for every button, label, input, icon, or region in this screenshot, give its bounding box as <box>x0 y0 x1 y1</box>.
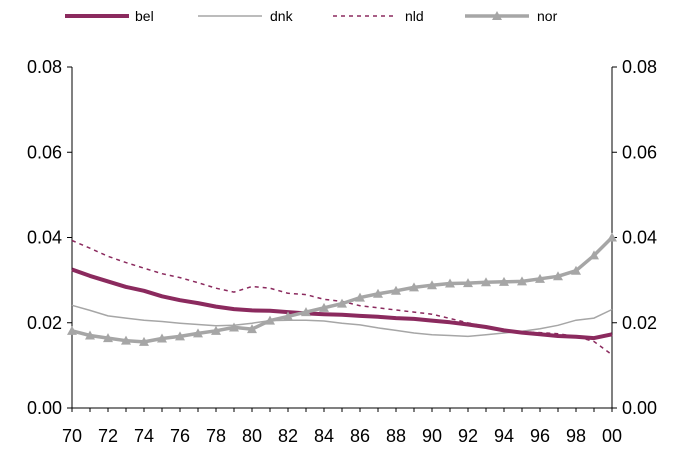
data-point-nor <box>121 335 131 345</box>
x-tick-label: 94 <box>494 426 514 446</box>
chart-axes <box>67 66 617 412</box>
legend-item-dnk: dnk <box>198 8 294 24</box>
chart-legend: bel dnk nld nor <box>65 8 558 24</box>
legend-label-nor: nor <box>537 8 558 24</box>
data-point-nor <box>139 336 149 346</box>
data-point-nor <box>67 325 77 335</box>
x-tick-label: 92 <box>458 426 478 446</box>
x-tick-label: 76 <box>170 426 190 446</box>
y-tick-label-right: 0.00 <box>622 398 657 418</box>
data-point-nor <box>445 278 455 288</box>
y-tick-label-right: 0.08 <box>622 57 657 77</box>
data-point-nor <box>211 325 221 335</box>
x-tick-label: 82 <box>278 426 298 446</box>
legend-label-bel: bel <box>135 8 154 24</box>
series-line-nor <box>71 236 614 344</box>
legend-label-nld: nld <box>405 8 424 24</box>
x-tick-label: 90 <box>422 426 442 446</box>
data-point-nor <box>409 282 419 292</box>
legend-item-bel: bel <box>65 8 154 24</box>
data-point-nor <box>247 324 257 334</box>
y-tick-label-left: 0.00 <box>27 398 62 418</box>
series-line-bel <box>71 267 613 341</box>
x-tick-label: 72 <box>98 426 118 446</box>
data-point-nor <box>589 250 599 260</box>
data-point-nor <box>337 298 347 308</box>
x-tick-label: 86 <box>350 426 370 446</box>
data-point-nor <box>607 232 617 242</box>
data-point-nor <box>229 322 239 332</box>
data-point-nor <box>157 333 167 343</box>
y-tick-label-left: 0.08 <box>27 57 62 77</box>
data-point-nor <box>283 311 293 321</box>
data-point-nor <box>319 302 329 312</box>
data-point-nor <box>481 277 491 287</box>
data-point-nor <box>427 280 437 290</box>
data-point-nor <box>373 288 383 298</box>
data-point-nor <box>175 331 185 341</box>
data-point-nor <box>301 307 311 317</box>
y-tick-label-left: 0.04 <box>27 228 62 248</box>
x-tick-label: 84 <box>314 426 334 446</box>
legend-item-nld: nld <box>333 8 424 24</box>
x-tick-label: 00 <box>602 426 622 446</box>
data-point-nor <box>553 271 563 281</box>
data-point-nor <box>517 276 527 286</box>
data-point-nor <box>265 315 275 325</box>
legend-item-nor: nor <box>465 8 558 24</box>
data-point-nor <box>85 330 95 340</box>
y-tick-label-right: 0.06 <box>622 142 657 162</box>
x-tick-label: 74 <box>134 426 154 446</box>
y-tick-label-right: 0.02 <box>622 313 657 333</box>
data-point-nor <box>103 333 113 343</box>
series-line-nld <box>71 239 613 356</box>
chart-series <box>67 232 617 356</box>
y-tick-label-right: 0.04 <box>622 228 657 248</box>
legend-label-dnk: dnk <box>270 8 294 24</box>
data-point-nor <box>535 273 545 283</box>
chart-tick-labels: 0.00 0.00 0.02 0.02 0.04 0.04 0.06 0.06 0.08 0.08… <box>27 57 657 446</box>
x-tick-label: 78 <box>206 426 226 446</box>
x-tick-label: 88 <box>386 426 406 446</box>
x-tick-label: 70 <box>62 426 82 446</box>
data-point-nor <box>391 285 401 295</box>
data-point-nor <box>193 328 203 338</box>
data-point-nor <box>355 292 365 302</box>
y-tick-label-left: 0.06 <box>27 142 62 162</box>
x-tick-label: 80 <box>242 426 262 446</box>
data-point-nor <box>571 265 581 275</box>
x-tick-label: 96 <box>530 426 550 446</box>
data-point-nor <box>499 276 509 286</box>
legend-marker-nor <box>492 11 502 20</box>
data-point-nor <box>463 278 473 288</box>
x-tick-label: 98 <box>566 426 586 446</box>
y-tick-label-left: 0.02 <box>27 313 62 333</box>
